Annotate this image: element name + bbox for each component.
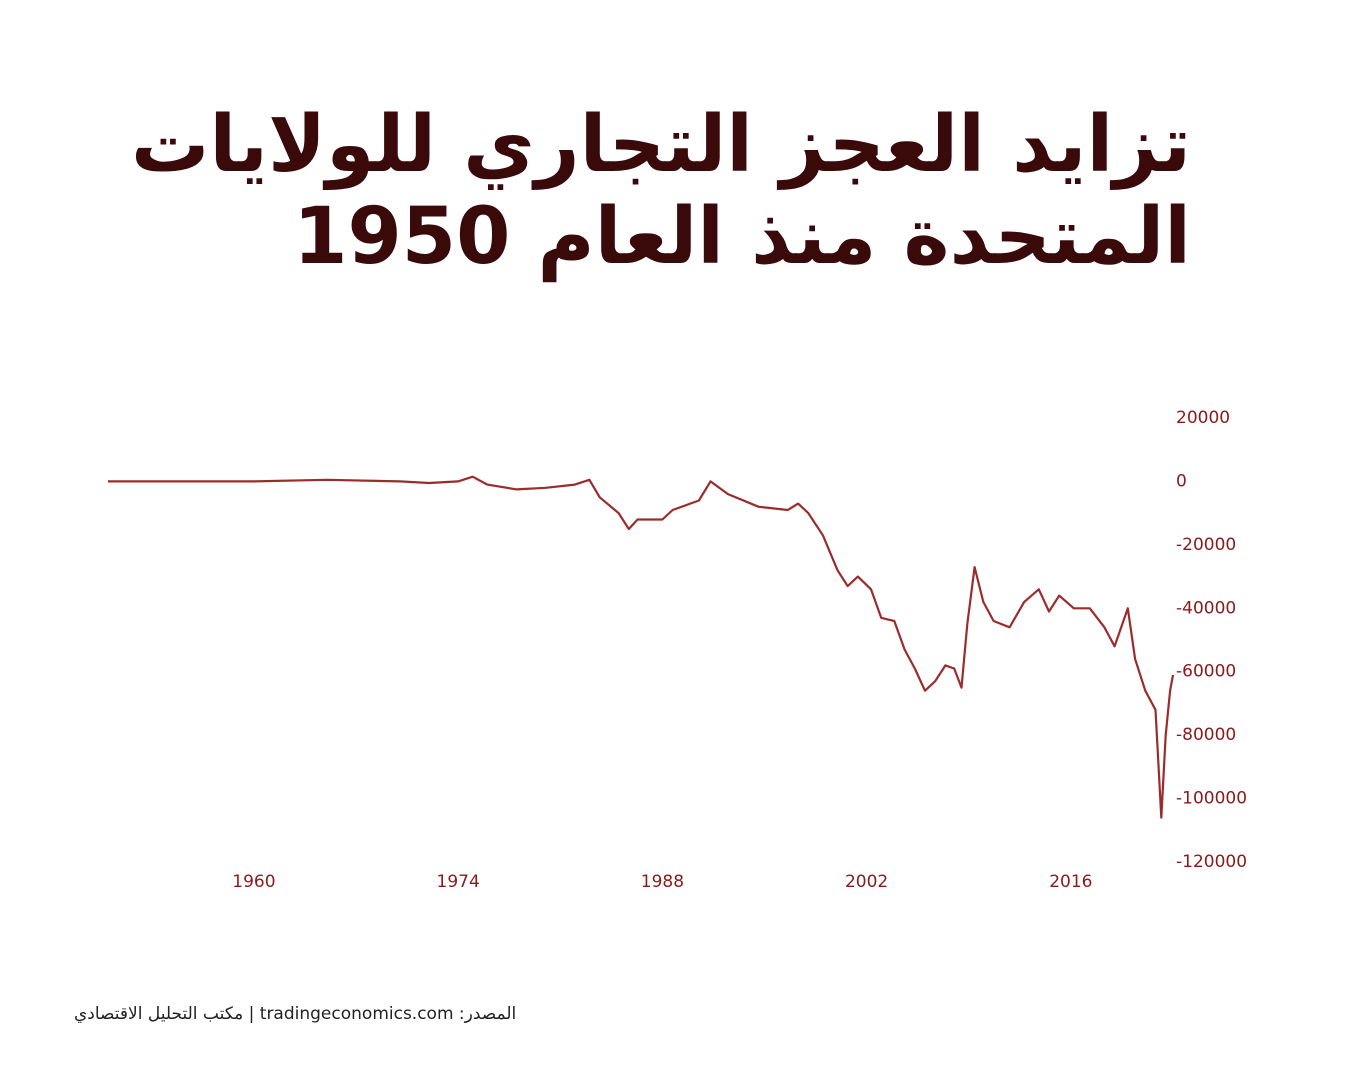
y-tick-label: -120000 [1176, 852, 1247, 872]
x-tick-label: 1960 [232, 872, 275, 892]
title-line: تزايد العجز التجاري للولايات [131, 100, 1191, 190]
y-tick-label: 20000 [1176, 408, 1230, 428]
y-tick-label: -100000 [1176, 789, 1247, 809]
title-line: المتحدة منذ العام 1950 [293, 192, 1191, 282]
x-tick-label: 2016 [1049, 872, 1092, 892]
y-tick-label: -20000 [1176, 535, 1236, 555]
source: المصدر: tradingeconomics.com | مكتب التح… [74, 1004, 517, 1024]
y-tick-label: -60000 [1176, 662, 1236, 682]
x-tick-label: 2002 [845, 872, 888, 892]
series-line [108, 475, 1175, 819]
y-tick-label: -40000 [1176, 598, 1236, 618]
y-tick-label: -80000 [1176, 725, 1236, 745]
x-tick-label: 1988 [641, 872, 684, 892]
x-tick-label: 1974 [437, 872, 480, 892]
y-tick-label: 0 [1176, 471, 1187, 491]
